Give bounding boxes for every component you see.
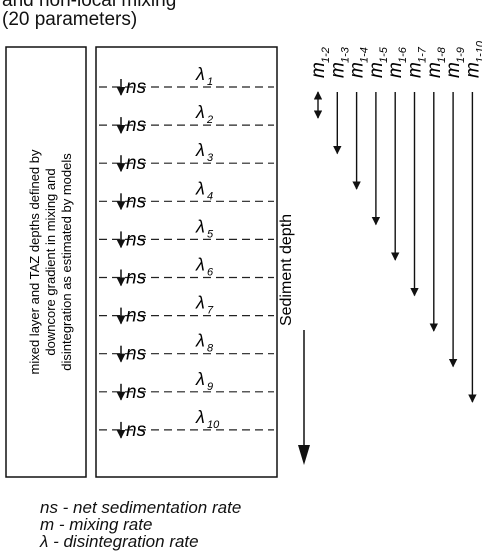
- lambda-subscript: 3: [207, 152, 214, 164]
- ns-label: ns: [126, 115, 147, 136]
- legend-m: m - mixing rate: [40, 515, 153, 534]
- lambda-label: λ: [195, 64, 205, 84]
- lambda-label: λ: [195, 293, 205, 313]
- layer-box: [95, 46, 278, 478]
- ns-label: ns: [126, 153, 147, 174]
- mixing-subscript: 1-2: [320, 47, 332, 63]
- ns-label: ns: [126, 382, 147, 403]
- lambda-label: λ: [195, 255, 205, 275]
- mixing-subscript: 1-5: [378, 46, 390, 63]
- lambda-label: λ: [195, 102, 205, 122]
- ns-label: ns: [126, 420, 147, 441]
- lambda-label: λ: [195, 216, 205, 236]
- ns-label: ns: [126, 306, 147, 327]
- lambda-label: λ: [195, 331, 205, 351]
- mixing-label: m1-3: [327, 46, 351, 78]
- left-box-text-2: downcore gradient in mixing and: [43, 168, 58, 355]
- legend-lambda: λ - disintegration rate: [40, 532, 199, 551]
- ns-label: ns: [126, 229, 147, 250]
- ns-label: ns: [126, 344, 147, 365]
- mixing-m: m: [462, 62, 482, 78]
- legend-ns: ns - net sedimentation rate: [40, 498, 242, 517]
- mixing-m: m: [347, 62, 368, 78]
- lambda-subscript: 7: [207, 305, 214, 317]
- mixing-label: m1-10: [462, 40, 482, 78]
- left-box-text-1: mixed layer and TAZ depths defined by: [27, 149, 42, 374]
- subtitle: (20 parameters): [2, 9, 138, 30]
- mixing-label: m1-6: [385, 46, 409, 78]
- mixing-subscript: 1-9: [455, 47, 467, 63]
- lambda-subscript: 5: [207, 228, 214, 240]
- mixing-m: m: [308, 62, 329, 78]
- ns-label: ns: [126, 191, 147, 212]
- lambda-subscript: 10: [207, 419, 220, 431]
- mixing-m: m: [405, 62, 426, 78]
- mixing-label: m1-9: [443, 47, 467, 78]
- ns-label: ns: [126, 268, 147, 289]
- ns-label: ns: [126, 77, 147, 98]
- mixing-label: m1-2: [308, 47, 332, 78]
- mixing-m: m: [443, 62, 464, 78]
- mixing-label: m1-5: [366, 46, 390, 78]
- mixing-m: m: [385, 62, 406, 78]
- mixing-m: m: [327, 62, 348, 78]
- lambda-subscript: 2: [206, 114, 213, 126]
- lambda-label: λ: [195, 369, 205, 389]
- lambda-subscript: 6: [207, 267, 214, 279]
- mixing-label: m1-7: [405, 46, 429, 78]
- left-box: [5, 46, 87, 478]
- mixing-subscript: 1-6: [397, 46, 409, 63]
- lambda-subscript: 9: [207, 381, 213, 393]
- left-box-text-3: disintegration as estimated by models: [59, 153, 74, 371]
- title-partial: and non-local mixing: [2, 0, 177, 11]
- depth-axis-arrowhead: [298, 445, 310, 465]
- lambda-label: λ: [195, 140, 205, 160]
- lambda-subscript: 1: [207, 76, 213, 88]
- mixing-m: m: [424, 62, 445, 78]
- mixing-label: m1-4: [347, 47, 371, 78]
- mixing-label: m1-8: [424, 46, 448, 78]
- lambda-subscript: 8: [207, 343, 214, 355]
- lambda-label: λ: [195, 178, 205, 198]
- mixing-subscript: 1-8: [436, 46, 448, 63]
- depth-axis-label: Sediment depth: [278, 214, 295, 326]
- mixing-subscript: 1-7: [417, 46, 429, 63]
- mixing-group: m1-2m1-3m1-4m1-5m1-6m1-7m1-8m1-9m1-10: [308, 40, 482, 403]
- lambda-subscript: 4: [207, 190, 213, 202]
- mixing-subscript: 1-10: [474, 40, 482, 63]
- lambda-label: λ: [195, 407, 205, 427]
- mixing-subscript: 1-4: [359, 47, 371, 63]
- mixing-m: m: [366, 62, 387, 78]
- mixing-subscript: 1-3: [339, 46, 351, 63]
